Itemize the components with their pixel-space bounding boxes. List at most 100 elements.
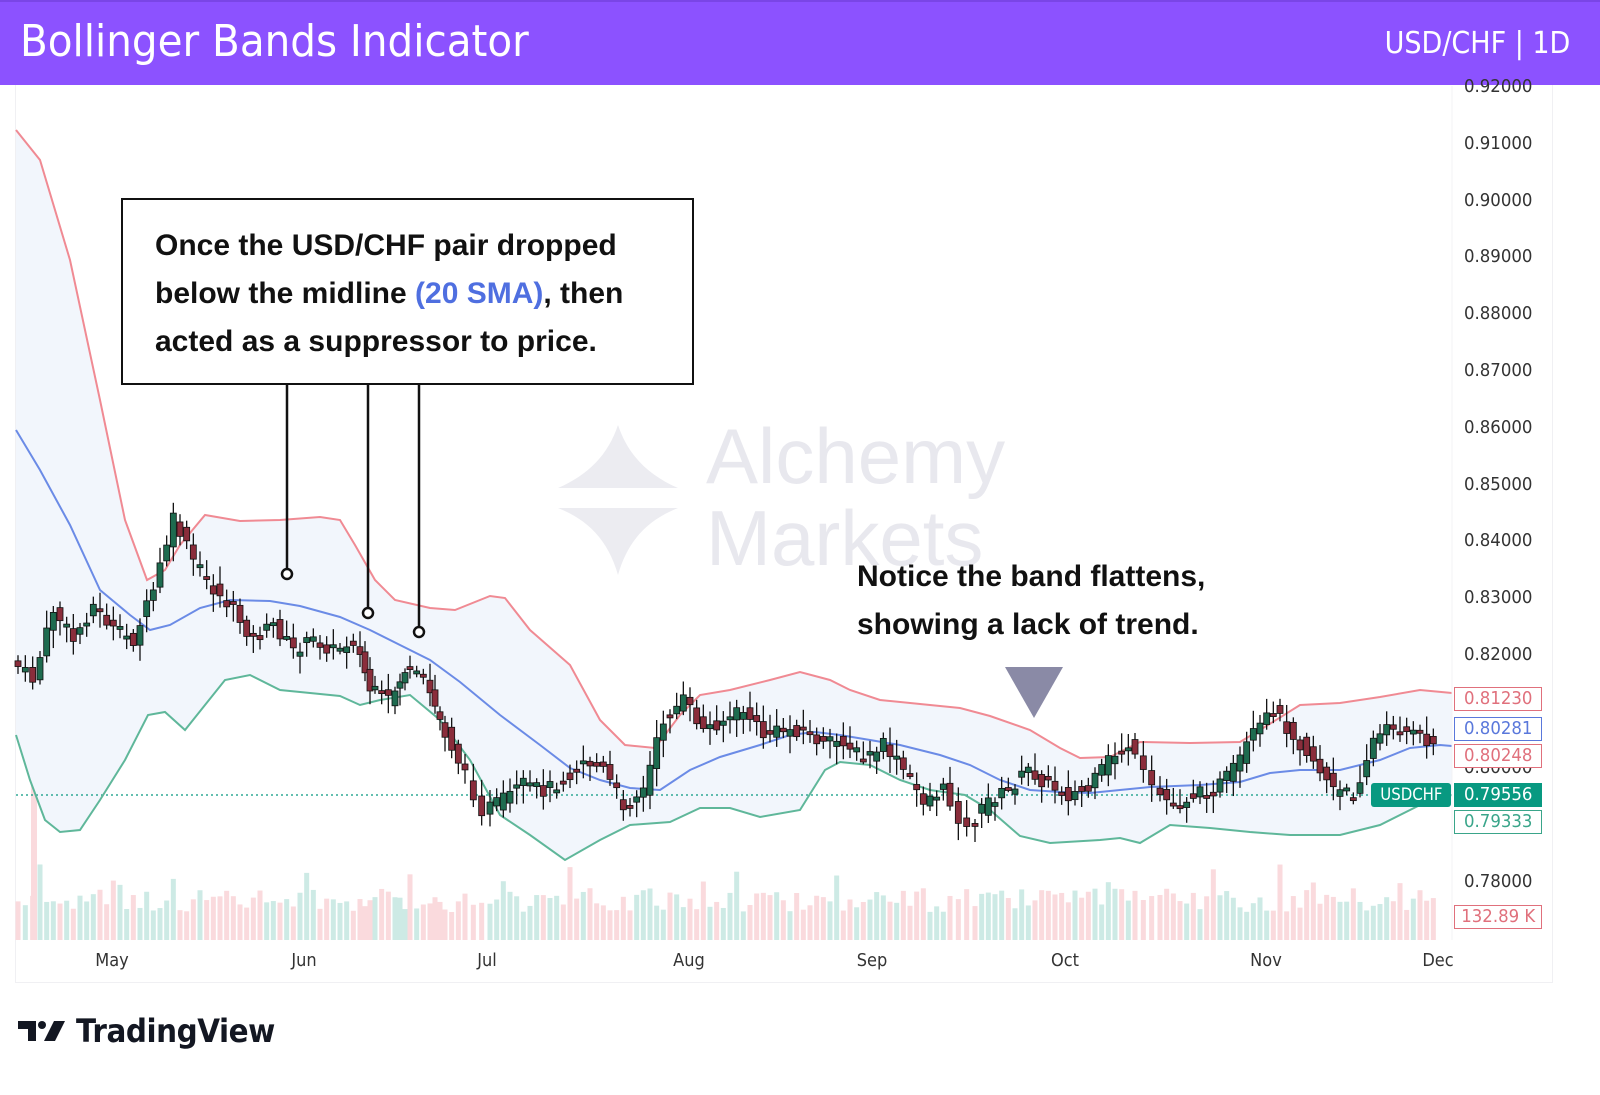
tradingview-logo[interactable]: TradingView xyxy=(18,1012,292,1050)
x-axis-tick: May xyxy=(95,950,129,971)
candle xyxy=(1303,736,1311,756)
candle xyxy=(329,644,337,649)
candle xyxy=(606,764,614,780)
candle xyxy=(361,651,369,674)
candle xyxy=(1283,721,1291,734)
candle xyxy=(839,735,847,747)
candle xyxy=(1176,805,1184,810)
candle xyxy=(203,576,211,580)
candle xyxy=(619,799,627,811)
candle xyxy=(978,804,986,814)
candle xyxy=(759,721,767,739)
candle xyxy=(706,724,714,730)
candle xyxy=(699,716,707,729)
candle xyxy=(873,751,881,762)
candle xyxy=(303,637,311,644)
symbol-tag: USDCHF xyxy=(1371,783,1451,807)
candle xyxy=(1229,762,1237,782)
sma-highlight: (20 SMA) xyxy=(415,277,544,310)
candle xyxy=(1296,739,1304,751)
candle xyxy=(653,737,661,769)
x-axis-tick: Dec xyxy=(1422,950,1454,971)
candle xyxy=(746,707,754,720)
candle xyxy=(913,784,921,791)
candle xyxy=(1249,728,1257,741)
candle xyxy=(349,640,357,646)
candle xyxy=(216,583,224,597)
candle xyxy=(779,727,787,733)
candle xyxy=(859,758,867,763)
candle xyxy=(1389,724,1397,730)
candle xyxy=(753,715,761,723)
candle xyxy=(971,823,979,827)
candle xyxy=(1209,791,1217,797)
candle xyxy=(773,725,781,738)
candle xyxy=(1396,731,1404,736)
candle xyxy=(1131,739,1139,755)
y-axis-tick: 0.82000 xyxy=(1463,643,1532,665)
volume-bars xyxy=(15,715,1436,940)
candle xyxy=(406,666,414,670)
candle xyxy=(143,600,151,618)
candle xyxy=(1243,741,1251,764)
candle xyxy=(296,651,304,657)
candle xyxy=(1383,724,1391,736)
candle xyxy=(1169,802,1177,807)
candle xyxy=(599,761,607,767)
candle xyxy=(366,668,374,692)
candle xyxy=(336,647,344,652)
candle xyxy=(378,690,386,695)
candle xyxy=(906,773,914,777)
candle xyxy=(96,608,104,613)
candle xyxy=(1156,787,1164,796)
candle xyxy=(413,670,421,675)
candle xyxy=(1369,737,1377,759)
candle xyxy=(1336,789,1344,797)
candle xyxy=(1196,786,1204,798)
candle xyxy=(1409,729,1417,735)
down-arrow-icon xyxy=(1005,667,1063,718)
candle xyxy=(1423,733,1431,747)
candle xyxy=(1323,766,1331,781)
candle xyxy=(526,782,534,787)
candle xyxy=(163,544,171,562)
candle xyxy=(1316,758,1324,774)
y-axis-tick: 0.86000 xyxy=(1463,416,1532,438)
candle xyxy=(1004,787,1012,791)
candle xyxy=(1031,770,1039,780)
y-axis-tick: 0.90000 xyxy=(1463,189,1532,211)
candle xyxy=(666,714,674,719)
candle xyxy=(646,764,654,796)
candle xyxy=(426,679,434,694)
candle xyxy=(586,760,594,767)
callout-box: Once the USD/CHF pair dropped below the … xyxy=(121,198,694,385)
candle xyxy=(1343,787,1351,792)
x-axis-tick: Aug xyxy=(673,950,705,971)
candle xyxy=(129,632,137,646)
candle xyxy=(933,796,941,801)
callout-text: Once the USD/CHF pair dropped below the … xyxy=(155,229,624,358)
candle xyxy=(513,784,521,789)
candle xyxy=(1356,782,1364,794)
candle xyxy=(149,589,157,601)
candle xyxy=(1118,750,1126,755)
candle xyxy=(441,722,449,738)
candle xyxy=(1256,722,1264,735)
tradingview-logo-icon xyxy=(18,1021,65,1041)
candle xyxy=(454,743,462,764)
candle xyxy=(436,711,444,720)
candle xyxy=(276,619,284,640)
candle xyxy=(136,625,144,646)
y-axis-tick: 0.91000 xyxy=(1463,132,1532,154)
candle xyxy=(1376,733,1384,744)
candle xyxy=(886,744,894,758)
candle xyxy=(919,793,927,805)
candle xyxy=(1071,791,1079,801)
candle xyxy=(819,736,827,742)
candle xyxy=(1269,713,1277,717)
candle xyxy=(63,623,71,628)
x-axis-tick: Nov xyxy=(1250,950,1282,971)
candle xyxy=(36,657,44,681)
candle xyxy=(431,689,439,707)
